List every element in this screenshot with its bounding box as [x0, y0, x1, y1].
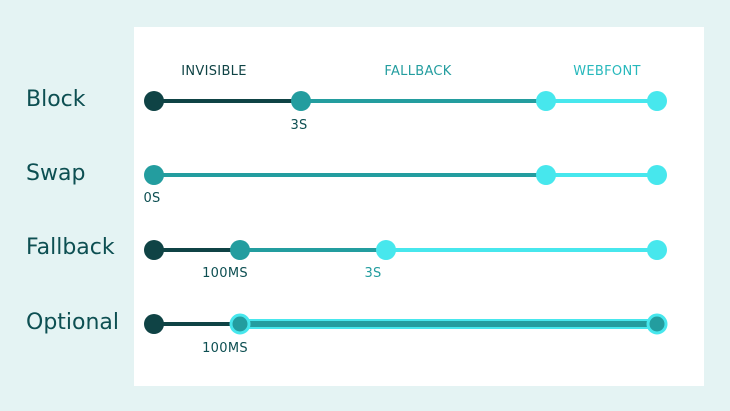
- optional-double-segment: [240, 320, 657, 328]
- fallback-end-point: [647, 240, 667, 260]
- block-end-point: [647, 91, 667, 111]
- optional-end-point: [646, 313, 668, 335]
- timeline-swap: [144, 165, 667, 185]
- fallback-100ms-point: [230, 240, 250, 260]
- row-label-swap: Swap: [26, 161, 86, 186]
- fallback-start-point: [144, 240, 164, 260]
- optional-start-point: [144, 314, 164, 334]
- header-fallback: FALLBACK: [384, 64, 452, 79]
- timeline-block: [144, 91, 667, 111]
- tick-fallback-3s: 3S: [364, 266, 382, 281]
- tick-swap-0s: 0S: [143, 191, 161, 206]
- tick-optional-100ms: 100MS: [202, 341, 248, 356]
- swap-end-point: [647, 165, 667, 185]
- block-3s-point: [291, 91, 311, 111]
- row-label-fallback: Fallback: [26, 235, 115, 260]
- timeline-optional: [144, 313, 668, 335]
- tick-block-3s: 3S: [290, 118, 308, 133]
- row-label-block: Block: [26, 87, 86, 112]
- fallback-3s-point: [376, 240, 396, 260]
- header-invisible: INVISIBLE: [181, 64, 247, 79]
- row-label-optional: Optional: [26, 310, 120, 335]
- timeline-fallback: [144, 240, 667, 260]
- swap-webfont-point: [536, 165, 556, 185]
- tick-fallback-100ms: 100MS: [202, 266, 248, 281]
- swap-start-point: [144, 165, 164, 185]
- optional-100ms-point: [229, 313, 251, 335]
- block-start-point: [144, 91, 164, 111]
- block-webfont-point: [536, 91, 556, 111]
- header-webfont: WEBFONT: [573, 64, 641, 79]
